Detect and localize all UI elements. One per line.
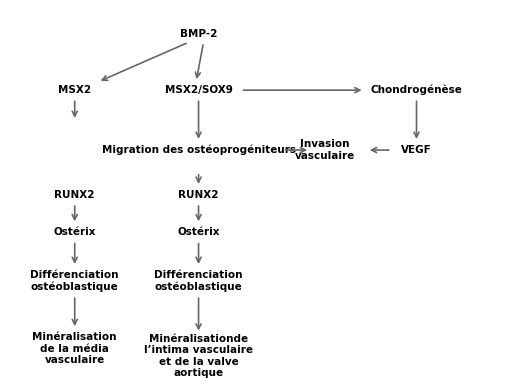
Text: Ostérix: Ostérix: [178, 227, 220, 238]
Text: VEGF: VEGF: [401, 145, 432, 155]
Text: Minéralisationde
l’intima vasculaire
et de la valve
aortique: Minéralisationde l’intima vasculaire et …: [144, 333, 253, 378]
Text: Chondrogénèse: Chondrogénèse: [370, 85, 462, 96]
Text: Différenciation
ostéoblastique: Différenciation ostéoblastique: [154, 270, 243, 292]
Text: Migration des ostéoprogéniteurs: Migration des ostéoprogéniteurs: [102, 145, 296, 155]
Text: RUNX2: RUNX2: [179, 190, 219, 200]
Text: MSX2/SOX9: MSX2/SOX9: [165, 85, 233, 95]
Text: RUNX2: RUNX2: [55, 190, 95, 200]
Text: Invasion
vasculaire: Invasion vasculaire: [295, 139, 355, 161]
Text: BMP-2: BMP-2: [180, 29, 217, 39]
Text: MSX2: MSX2: [58, 85, 91, 95]
Text: Différenciation
ostéoblastique: Différenciation ostéoblastique: [30, 270, 119, 292]
Text: Minéralisation
de la média
vasculaire: Minéralisation de la média vasculaire: [33, 332, 117, 365]
Text: Ostérix: Ostérix: [54, 227, 96, 238]
